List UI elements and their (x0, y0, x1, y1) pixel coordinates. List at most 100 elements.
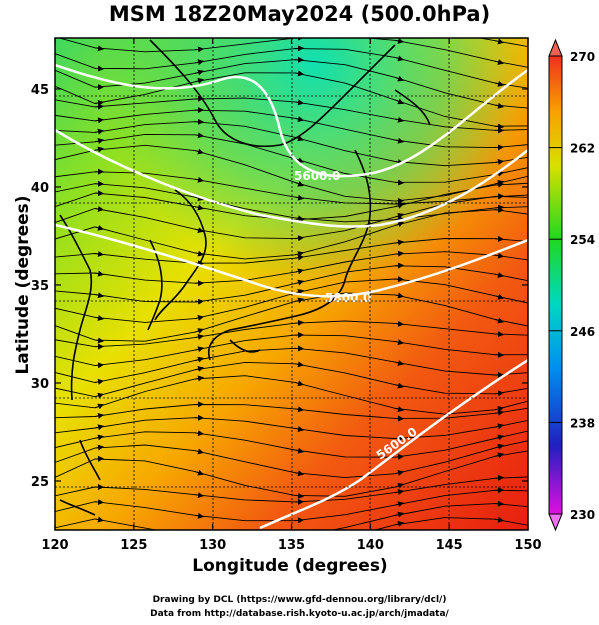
wind-arrow (94, 392, 104, 399)
colorbar-tick-label: 246 (570, 325, 595, 339)
x-tick-label: 140 (357, 538, 384, 553)
grid-lines (55, 38, 528, 530)
wind-arrow (394, 320, 404, 327)
wind-arrow (394, 501, 404, 508)
wind-arrow (395, 26, 403, 27)
x-axis-label: Longitude (degrees) (192, 556, 388, 576)
wind-arrow (394, 179, 404, 186)
wind-arrow (294, 447, 304, 454)
streamline (55, 375, 528, 415)
streamline (55, 265, 528, 303)
wind-arrow (394, 339, 404, 346)
wind-arrow (494, 59, 504, 65)
wind-arrow (194, 375, 204, 382)
wind-arrow (94, 250, 104, 257)
contour-label: 5800.0 (325, 291, 371, 305)
wind-arrow (494, 423, 504, 430)
wind-arrow (94, 378, 104, 385)
wind-arrow (494, 317, 504, 324)
wind-arrow (194, 334, 204, 340)
wind-arrow (194, 59, 204, 66)
streamline (57, 38, 528, 68)
colorbar-tick-label: 254 (570, 233, 595, 247)
wind-arrow (294, 319, 304, 326)
credit-line-1: Drawing by DCL (https://www.gfd-dennou.o… (152, 595, 447, 605)
wind-arrow (194, 430, 204, 437)
wind-arrow (494, 293, 504, 300)
wind-arrow (94, 128, 104, 135)
wind-arrow (94, 434, 104, 441)
wind-arrow (194, 328, 204, 334)
wind-arrow (94, 412, 104, 419)
wind-arrow (194, 448, 204, 455)
wind-arrow (194, 346, 204, 353)
wind-arrow (394, 239, 404, 246)
wind-arrow (94, 499, 104, 506)
colorbar-bar (548, 55, 563, 515)
wind-arrow (194, 148, 204, 155)
wind-arrow (394, 470, 404, 476)
x-tick-label: 150 (514, 538, 541, 553)
credit-line-2: Data from http://database.rish.kyoto-u.a… (150, 609, 449, 619)
wind-arrow (494, 452, 504, 459)
streamlines (55, 26, 528, 541)
wind-arrow (494, 181, 504, 188)
colorbar: 230 238 246 254 262 270 (548, 38, 595, 532)
wind-arrow (294, 470, 304, 477)
wind-arrow (294, 492, 304, 499)
wind-arrow (94, 292, 104, 299)
wind-arrow (94, 362, 104, 369)
wind-arrow (194, 492, 204, 499)
wind-arrow (494, 406, 504, 412)
wind-arrow (394, 292, 404, 299)
wind-arrow (494, 252, 504, 259)
wind-arrow (294, 235, 304, 242)
wind-arrow (394, 382, 404, 389)
wind-arrow (494, 206, 504, 213)
wind-arrow (394, 406, 404, 412)
wind-arrow (494, 516, 504, 523)
streamline (55, 450, 528, 497)
wind-arrow (394, 213, 404, 219)
contour-label: 5600.0 (294, 169, 340, 183)
wind-arrow (394, 453, 404, 460)
wind-arrow (194, 195, 204, 202)
wind-arrow (494, 144, 504, 151)
streamline (55, 361, 528, 398)
wind-arrow (194, 69, 204, 76)
colorbar-tick-label: 238 (570, 416, 595, 430)
y-tick-label: 30 (31, 377, 49, 392)
y-axis: 25 30 35 40 45 (31, 83, 528, 490)
wind-arrow (94, 146, 104, 153)
streamline (373, 517, 528, 530)
wind-arrow (394, 250, 404, 257)
wind-arrow (294, 517, 304, 524)
wind-arrow (494, 444, 504, 450)
wind-arrow (94, 337, 104, 344)
wind-arrow (94, 138, 104, 145)
y-tick-label: 35 (31, 279, 49, 294)
wind-arrow (394, 521, 404, 527)
wind-arrow (294, 254, 304, 261)
wind-arrow (94, 444, 104, 451)
x-tick-label: 145 (436, 538, 463, 553)
streamline (55, 97, 528, 131)
wind-arrow (94, 314, 104, 321)
wind-arrow (94, 65, 104, 72)
wind-arrow (294, 268, 304, 275)
x-tick-label: 120 (41, 538, 68, 553)
streamline (55, 440, 528, 479)
coastlines (59, 39, 431, 516)
wind-arrow (194, 512, 204, 519)
colorbar-tick-label: 262 (570, 142, 595, 156)
wind-arrow (394, 98, 404, 105)
wind-arrow (94, 516, 104, 523)
colorbar-tick-label: 270 (570, 50, 595, 64)
wind-arrow (95, 539, 103, 541)
wind-arrow (194, 204, 204, 211)
wind-arrow (394, 483, 404, 489)
plot-area: 5600.0 5800.0 5600.0 (55, 26, 528, 541)
x-tick-label: 135 (278, 538, 305, 553)
wind-arrow (194, 46, 204, 53)
